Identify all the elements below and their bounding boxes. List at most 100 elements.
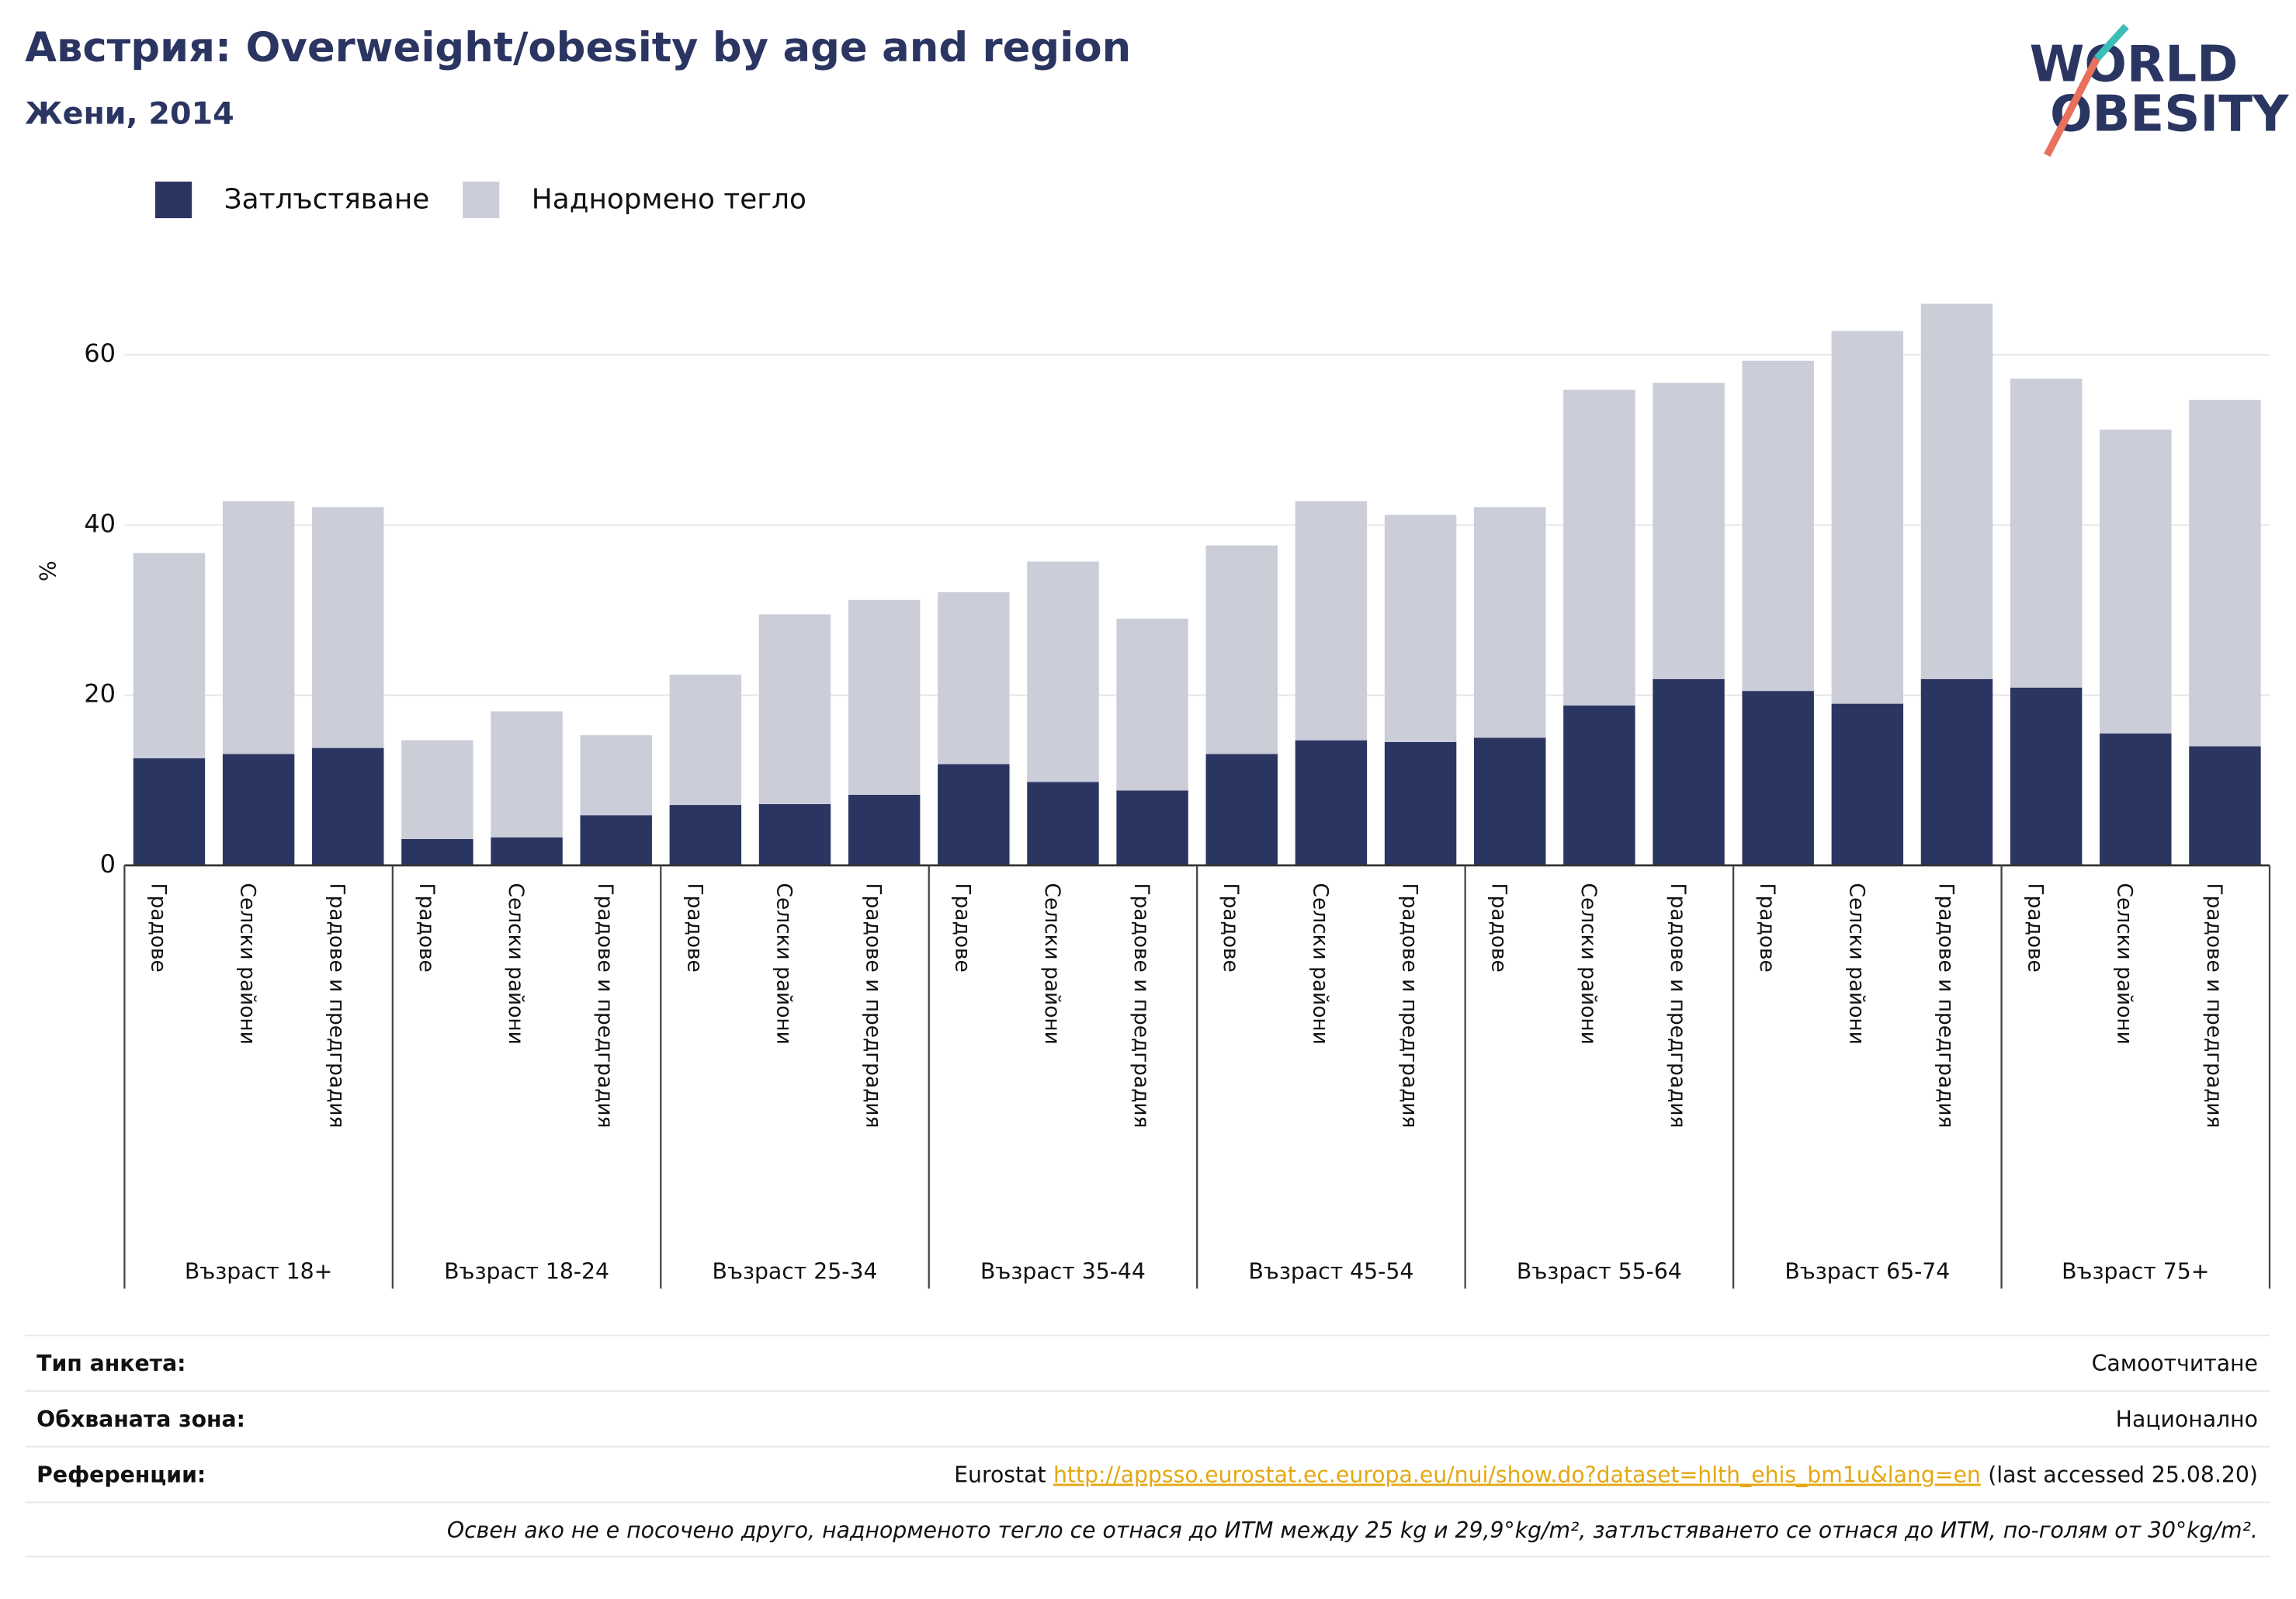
- bar-segment: [1027, 782, 1099, 865]
- x-tick-label: Градове и предградия: [325, 883, 349, 1129]
- x-tick-label: Селски райони: [1844, 883, 1868, 1045]
- x-tick-label: Градове: [1487, 883, 1511, 973]
- x-tick-label: Селски райони: [1040, 883, 1064, 1045]
- logo-text: OBESITY: [2050, 85, 2290, 143]
- x-tick-label: Селски райони: [236, 883, 260, 1045]
- bar-segment: [1205, 545, 1278, 754]
- x-tick-label: Градове: [682, 883, 706, 973]
- chart-subtitle: Жени, 2014: [25, 96, 234, 132]
- bar-segment: [1474, 507, 1546, 738]
- logo-text: WORLD: [2030, 35, 2239, 93]
- bar-segment: [2189, 400, 2261, 747]
- bar-segment: [1653, 678, 1725, 865]
- x-tick-label: Селски райони: [1576, 883, 1601, 1045]
- footer-value: Самоотчитане: [2092, 1351, 2258, 1376]
- bar-segment: [938, 764, 1010, 865]
- y-tick-label: 60: [84, 338, 116, 368]
- x-tick-label: Градове и предградия: [593, 883, 617, 1129]
- group-label: Възраст 18-24: [444, 1258, 609, 1284]
- x-tick-label: Градове и предградия: [1934, 883, 1958, 1129]
- bar-segment: [222, 501, 295, 754]
- bar-segment: [1116, 790, 1188, 865]
- bar-segment: [2100, 429, 2172, 734]
- footer-label: Референции:: [36, 1462, 206, 1488]
- x-tick-label: Градове: [1219, 883, 1243, 973]
- group-label: Възраст 65-74: [1784, 1258, 1950, 1284]
- legend-swatch: [463, 181, 500, 219]
- y-axis-label: %: [36, 560, 61, 581]
- bar-segment: [1384, 741, 1457, 865]
- x-tick-label: Градове и предградия: [1397, 883, 1421, 1129]
- bar-segment: [1920, 678, 1993, 865]
- bar-segment: [2010, 687, 2083, 865]
- x-tick-label: Селски райони: [1308, 883, 1332, 1045]
- x-tick-label: Градове: [1755, 883, 1779, 973]
- bar-segment: [1563, 390, 1635, 706]
- y-tick-label: 0: [100, 849, 116, 879]
- group-label: Възраст 75+: [2062, 1258, 2209, 1284]
- group-label: Възраст 45-54: [1248, 1258, 1413, 1284]
- group-label: Възраст 25-34: [713, 1258, 878, 1284]
- bar-segment: [1831, 703, 1904, 865]
- reference-link: http://appsso.eurostat.ec.europa.eu/nui/…: [1053, 1462, 1981, 1488]
- bar-segment: [669, 805, 742, 865]
- bar-segment: [848, 599, 921, 795]
- reference-text: (last accessed 25.08.20): [1988, 1462, 2258, 1488]
- bar-segment: [401, 838, 473, 865]
- x-tick-label: Градове и предградия: [862, 883, 886, 1129]
- legend-label: Затлъстяване: [224, 183, 430, 215]
- bar-segment: [1920, 303, 1993, 679]
- x-tick-label: Градове: [414, 883, 439, 973]
- footer-value: Национално: [2116, 1406, 2258, 1432]
- bar-segment: [312, 507, 384, 748]
- bar-segment: [758, 614, 831, 804]
- bar-segment: [401, 740, 473, 839]
- bar-segment: [1205, 754, 1278, 865]
- bar-segment: [580, 735, 652, 816]
- bar-segment: [491, 711, 563, 838]
- bar-segment: [1027, 561, 1099, 782]
- reference-text: Eurostat: [954, 1462, 1046, 1488]
- y-tick-label: 40: [84, 508, 116, 538]
- x-tick-label: Градове: [951, 883, 975, 973]
- x-tick-label: Градове и предградия: [1129, 883, 1153, 1129]
- bar-segment: [1653, 383, 1725, 679]
- chart-title: Австрия: Overweight/obesity by age and r…: [25, 24, 1131, 71]
- footer-label: Тип анкета:: [36, 1351, 186, 1376]
- bar-segment: [848, 794, 921, 865]
- legend-swatch: [154, 181, 192, 219]
- bar-segment: [580, 815, 652, 865]
- x-tick-label: Градове: [2024, 883, 2048, 973]
- bar-segment: [1295, 501, 1368, 741]
- x-tick-label: Селски райони: [504, 883, 528, 1045]
- group-label: Възраст 18+: [185, 1258, 332, 1284]
- footer-label: Обхваната зона:: [36, 1406, 245, 1432]
- bar-segment: [758, 803, 831, 865]
- bar-segment: [133, 553, 206, 758]
- group-label: Възраст 55-64: [1517, 1258, 1682, 1284]
- bar-segment: [669, 675, 742, 806]
- bar-segment: [1742, 360, 1814, 692]
- x-tick-label: Градове и предградия: [2202, 883, 2226, 1129]
- bar-segment: [1742, 691, 1814, 865]
- bar-segment: [2100, 733, 2172, 865]
- logo-stripe: [2044, 57, 2100, 158]
- bar-segment: [491, 837, 563, 865]
- footer-value: Eurostat http://appsso.eurostat.ec.europa…: [954, 1462, 2258, 1488]
- x-tick-label: Градове и предградия: [1666, 883, 1690, 1129]
- group-label: Възраст 35-44: [980, 1258, 1146, 1284]
- footer-note: Освен ако не е посочено друго, наднормен…: [447, 1517, 2258, 1543]
- bar-segment: [938, 591, 1010, 765]
- logo-stripe: [2093, 23, 2129, 61]
- x-tick-label: Градове: [146, 883, 170, 973]
- bar-segment: [1474, 737, 1546, 865]
- bar-segment: [1831, 331, 1904, 704]
- x-tick-label: Селски райони: [772, 883, 796, 1045]
- x-tick-label: Селски райони: [2113, 883, 2137, 1045]
- bar-segment: [312, 747, 384, 865]
- y-tick-label: 20: [84, 679, 116, 709]
- legend-label: Наднормено тегло: [532, 183, 806, 215]
- bar-segment: [1116, 618, 1188, 791]
- bar-segment: [1384, 515, 1457, 742]
